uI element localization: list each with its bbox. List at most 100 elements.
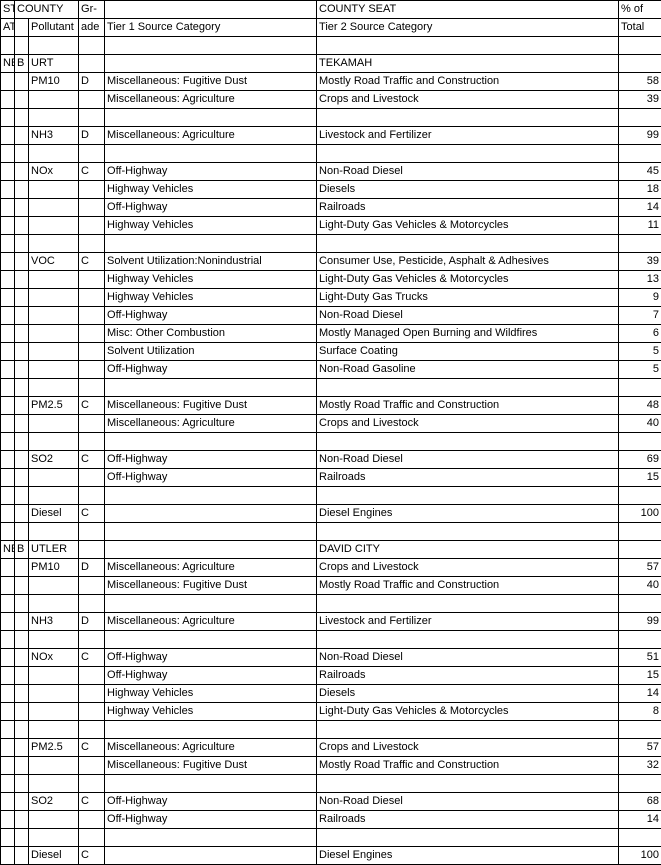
pct-cell: 40 xyxy=(619,577,661,595)
pct-cell: 51 xyxy=(619,649,661,667)
empty-cell xyxy=(15,289,29,307)
empty-cell xyxy=(105,775,317,793)
pollutant-cell: NH3 xyxy=(29,127,79,145)
empty-cell xyxy=(15,631,29,649)
table-row: PM2.5CMiscellaneous: AgricultureCrops an… xyxy=(1,739,661,757)
pollutant-cell: Diesel xyxy=(29,505,79,523)
grade-cell: C xyxy=(79,253,105,271)
empty-cell xyxy=(105,829,317,847)
empty-cell xyxy=(15,793,29,811)
pollutant-cell: PM2.5 xyxy=(29,739,79,757)
pollutant-cell: NOx xyxy=(29,163,79,181)
empty-cell xyxy=(15,469,29,487)
tier2-cell: Light-Duty Gas Vehicles & Motorcycles xyxy=(317,271,619,289)
tier1-cell: Off-Highway xyxy=(105,793,317,811)
tier2-cell: Mostly Managed Open Burning and Wildfire… xyxy=(317,325,619,343)
empty-cell xyxy=(105,595,317,613)
tier2-cell: Railroads xyxy=(317,811,619,829)
empty-cell xyxy=(79,271,105,289)
tier1-cell: Highway Vehicles xyxy=(105,685,317,703)
hdr-county-2 xyxy=(15,19,29,37)
tier1-cell: Off-Highway xyxy=(105,199,317,217)
empty-cell xyxy=(29,307,79,325)
empty-cell xyxy=(79,325,105,343)
empty-cell xyxy=(317,775,619,793)
empty-cell xyxy=(1,271,15,289)
table-row: NEBUTLERDAVID CITY xyxy=(1,541,661,559)
tier2-cell: Non-Road Diesel xyxy=(317,451,619,469)
empty-cell xyxy=(1,235,15,253)
tier1-cell: Miscellaneous: Agriculture xyxy=(105,739,317,757)
empty-cell xyxy=(15,127,29,145)
pct-cell: 13 xyxy=(619,271,661,289)
tier2-cell: Railroads xyxy=(317,199,619,217)
empty-cell xyxy=(29,145,79,163)
empty-cell xyxy=(105,55,317,73)
empty-cell xyxy=(15,451,29,469)
empty-cell xyxy=(1,199,15,217)
empty-cell xyxy=(1,649,15,667)
pollutant-cell: SO2 xyxy=(29,793,79,811)
tier1-cell: Miscellaneous: Agriculture xyxy=(105,613,317,631)
empty-cell xyxy=(1,595,15,613)
pollutant-cell: URT xyxy=(29,55,79,73)
empty-cell xyxy=(619,235,661,253)
tier2-cell: Mostly Road Traffic and Construction xyxy=(317,757,619,775)
empty-cell xyxy=(15,649,29,667)
pct-cell: 18 xyxy=(619,181,661,199)
empty-cell xyxy=(15,811,29,829)
empty-cell xyxy=(15,577,29,595)
empty-cell xyxy=(1,721,15,739)
pct-cell: 57 xyxy=(619,739,661,757)
table-row: Highway VehiclesLight-Duty Gas Vehicles … xyxy=(1,271,661,289)
table-row: Misc: Other CombustionMostly Managed Ope… xyxy=(1,325,661,343)
empty-cell xyxy=(79,667,105,685)
empty-cell xyxy=(79,631,105,649)
empty-cell xyxy=(15,271,29,289)
empty-cell xyxy=(15,73,29,91)
pct-cell: 48 xyxy=(619,397,661,415)
empty-cell xyxy=(79,37,105,55)
empty-cell xyxy=(15,739,29,757)
empty-cell xyxy=(619,37,661,55)
empty-cell xyxy=(29,685,79,703)
tier2-cell: Non-Road Diesel xyxy=(317,163,619,181)
table-row: Off-HighwayRailroads14 xyxy=(1,199,661,217)
pct-cell: 15 xyxy=(619,469,661,487)
empty-cell xyxy=(29,775,79,793)
empty-cell xyxy=(15,199,29,217)
empty-cell xyxy=(1,451,15,469)
empty-cell xyxy=(105,505,317,523)
empty-cell xyxy=(1,667,15,685)
grade-cell: D xyxy=(79,127,105,145)
table-row xyxy=(1,433,661,451)
empty-cell xyxy=(79,289,105,307)
pollutant-cell: UTLER xyxy=(29,541,79,559)
tier2-cell: Light-Duty Gas Vehicles & Motorcycles xyxy=(317,217,619,235)
empty-cell xyxy=(1,631,15,649)
header-row-1: ST- COUNTY Gr- COUNTY SEAT % of xyxy=(1,1,661,19)
pct-cell: 100 xyxy=(619,847,661,865)
empty-cell xyxy=(619,145,661,163)
empty-cell xyxy=(79,703,105,721)
tier2-cell: Diesel Engines xyxy=(317,847,619,865)
pct-cell: 5 xyxy=(619,361,661,379)
pct-cell: 39 xyxy=(619,91,661,109)
tier2-cell: TEKAMAH xyxy=(317,55,619,73)
table-row xyxy=(1,487,661,505)
empty-cell xyxy=(29,91,79,109)
empty-cell xyxy=(29,199,79,217)
pct-cell: 5 xyxy=(619,343,661,361)
empty-cell xyxy=(15,91,29,109)
pollutant-cell: VOC xyxy=(29,253,79,271)
grade-cell: C xyxy=(79,505,105,523)
empty-cell xyxy=(79,199,105,217)
table-row: Off-HighwayRailroads14 xyxy=(1,811,661,829)
empty-cell xyxy=(79,217,105,235)
pct-cell: 9 xyxy=(619,289,661,307)
empty-cell xyxy=(105,523,317,541)
empty-cell xyxy=(29,829,79,847)
pollutant-cell: PM10 xyxy=(29,559,79,577)
empty-cell xyxy=(619,829,661,847)
tier2-cell: DAVID CITY xyxy=(317,541,619,559)
